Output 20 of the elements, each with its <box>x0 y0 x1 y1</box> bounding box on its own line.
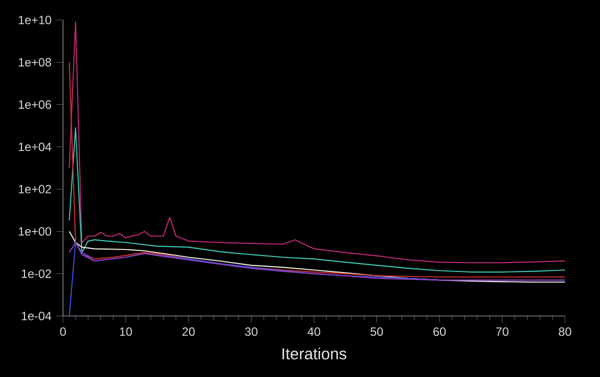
x-tick-label: 10 <box>120 327 132 336</box>
x-tick-label: 30 <box>245 327 258 336</box>
y-tick-label: 1e+00 <box>18 227 52 236</box>
y-tick-label: 1e-02 <box>22 269 52 278</box>
y-tick-label: 1e-04 <box>22 312 52 320</box>
x-tick-label: 60 <box>433 327 446 336</box>
line-series <box>68 230 565 283</box>
y-tick-label: 1e+10 <box>18 16 52 24</box>
x-axis-title: Iterations <box>282 348 346 360</box>
y-tick-label: 1e+02 <box>18 184 52 194</box>
y-tick-label: 1e+04 <box>18 142 52 152</box>
line-series <box>68 127 565 273</box>
x-tick-label: 80 <box>558 327 572 336</box>
y-tick-label: 1e+08 <box>18 58 52 67</box>
x-tick-label: 20 <box>182 327 195 336</box>
x-tick-label: 50 <box>370 327 383 336</box>
x-tick-label: 0 <box>60 327 66 336</box>
x-tick-label: 40 <box>308 327 320 336</box>
y-tick-label: 1e+06 <box>18 100 52 109</box>
x-tick-label: 70 <box>496 327 508 336</box>
